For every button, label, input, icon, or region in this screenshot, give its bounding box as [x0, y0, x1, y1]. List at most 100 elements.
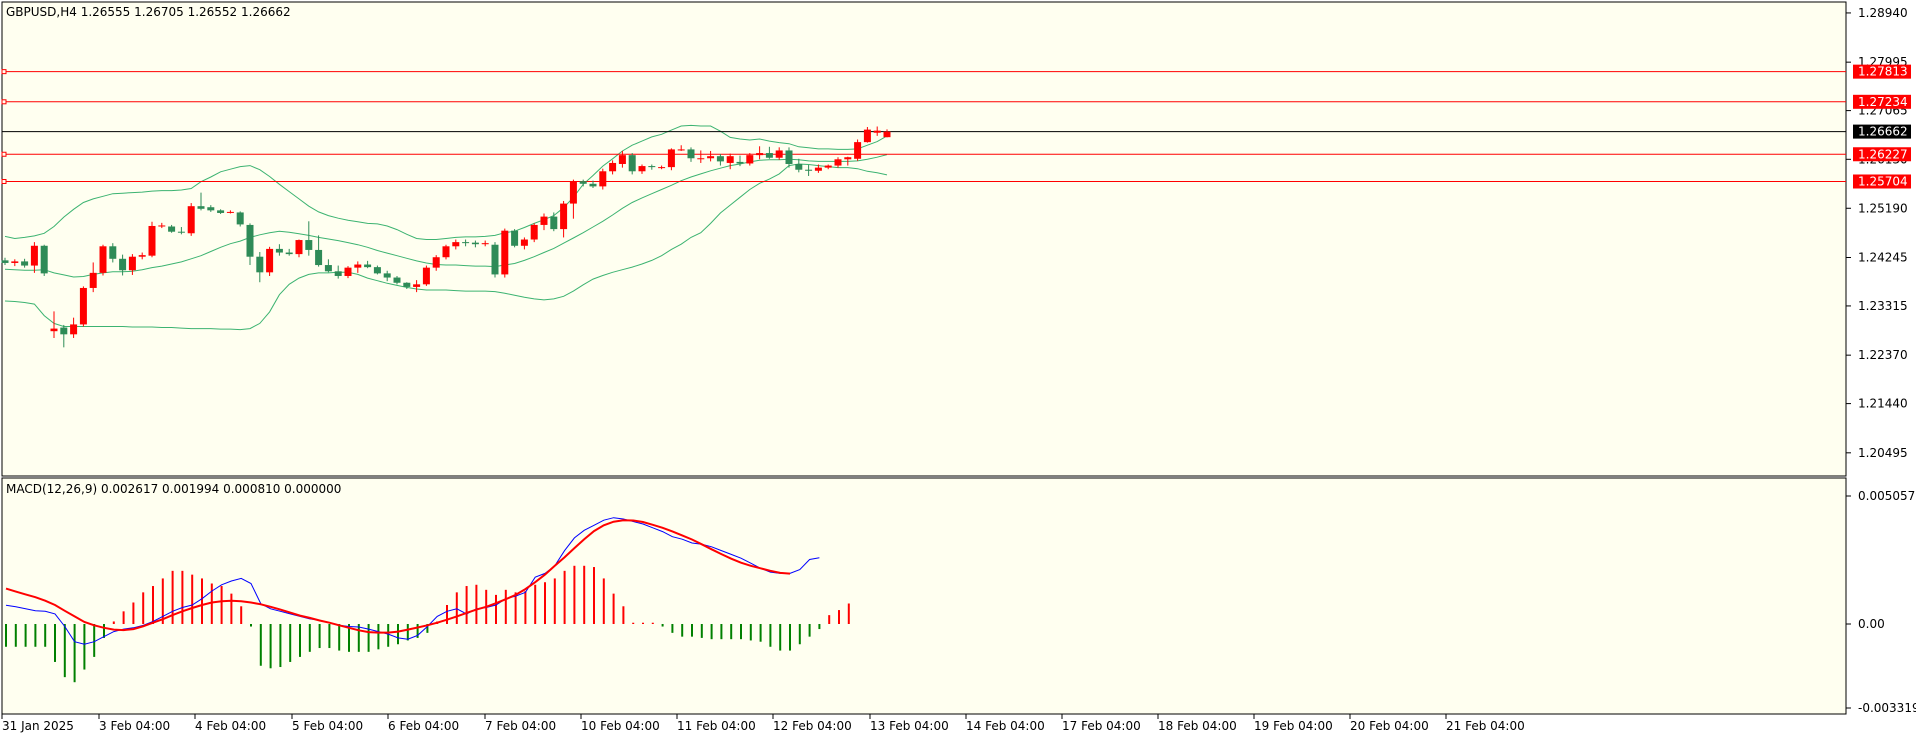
time-axis-label: 3 Feb 04:00 [99, 719, 170, 733]
candle-body [589, 183, 597, 187]
candle-body [432, 257, 440, 268]
price-panel [1, 1, 1847, 477]
candle-body [187, 206, 195, 234]
candle-body [471, 242, 479, 245]
candle-body [40, 245, 48, 274]
candle-body [481, 243, 489, 245]
candle-body [373, 267, 381, 274]
candle-body [658, 167, 666, 169]
time-axis-label: 17 Feb 04:00 [1062, 719, 1141, 733]
current-price-tag [1853, 124, 1911, 139]
candle-body [119, 258, 127, 271]
candle-body [491, 244, 499, 275]
level-price-tag [1853, 94, 1911, 109]
level-price-tag [1853, 64, 1911, 79]
candle-body [383, 273, 391, 278]
time-axis-label: 6 Feb 04:00 [388, 719, 459, 733]
candle-body [285, 252, 293, 255]
candle-body [275, 248, 283, 253]
price-axis-label: 1.20495 [1858, 446, 1908, 460]
candle-body [814, 167, 822, 171]
level-line-handle [1, 178, 7, 184]
candle-body [109, 246, 117, 259]
time-axis-label: 21 Feb 04:00 [1446, 719, 1525, 733]
candle-body [805, 169, 813, 171]
candle-body [501, 230, 509, 275]
candle-body [824, 165, 832, 168]
candle-body [21, 261, 29, 266]
level-price-tag [1853, 174, 1911, 189]
price-axis-label: 1.22370 [1858, 348, 1908, 362]
candle-body [618, 155, 626, 164]
candle-body [854, 142, 862, 159]
candle-body [883, 131, 891, 138]
time-axis-label: 14 Feb 04:00 [966, 719, 1045, 733]
candle-body [765, 153, 773, 158]
candle-body [1, 260, 9, 263]
candle-body [873, 130, 881, 133]
level-line-handle [1, 69, 7, 75]
candle-body [295, 240, 303, 255]
macd-signal-line [5, 519, 791, 634]
candle-body [795, 163, 803, 170]
candle-body [79, 287, 87, 325]
price-axis-label: 1.25190 [1858, 201, 1908, 215]
time-axis-label: 10 Feb 04:00 [581, 719, 660, 733]
time-axis-label: 31 Jan 2025 [2, 719, 74, 733]
candle-body [707, 156, 715, 159]
candle-body [716, 156, 724, 162]
candle-body [334, 271, 342, 276]
candle-body [158, 225, 166, 227]
macd-axis-label: -0.003319 [1858, 701, 1916, 715]
level-price-label: 1.25704 [1858, 174, 1908, 188]
candle-body [256, 256, 264, 273]
macd-layer [5, 517, 850, 683]
candle-body [530, 224, 538, 240]
candle-body [775, 150, 783, 158]
candle-body [520, 239, 528, 246]
candle-body [305, 240, 313, 250]
price-axis-label: 1.23315 [1858, 299, 1908, 313]
candle-body [70, 324, 78, 335]
price-layer [1, 69, 1846, 348]
candle-body [403, 282, 411, 287]
price-axis-label: 1.21440 [1858, 397, 1908, 411]
candle-body [148, 225, 156, 256]
candle-body [246, 224, 254, 257]
price-axis-label: 1.28940 [1858, 6, 1908, 20]
level-price-label: 1.27234 [1858, 95, 1908, 109]
candle-body [226, 211, 234, 213]
candle-body [236, 212, 244, 225]
candle-body [697, 158, 705, 160]
candle-body [89, 272, 97, 288]
candle-body [756, 153, 764, 156]
candle-body [266, 248, 274, 273]
candle-body [560, 203, 568, 230]
candle-body [687, 149, 695, 159]
candle-body [462, 242, 470, 244]
candle-body [511, 230, 519, 246]
candle-body [99, 246, 107, 273]
current-price-label: 1.26662 [1858, 125, 1908, 139]
candle-body [393, 277, 401, 283]
bollinger-upper-line [4, 124, 888, 240]
candle-body [579, 181, 587, 184]
candle-body [609, 162, 617, 172]
time-axis-label: 4 Feb 04:00 [195, 719, 266, 733]
candle-body [422, 267, 430, 285]
candle-body [168, 226, 176, 232]
candle-body [736, 161, 744, 164]
candle-body [785, 150, 793, 164]
candle-body [413, 284, 421, 287]
candle-body [834, 159, 842, 166]
candle-body [452, 242, 460, 247]
candle-body [667, 149, 675, 168]
candle-body [648, 166, 656, 168]
candle-body [354, 264, 362, 268]
candle-body [638, 166, 646, 172]
macd-title: MACD(12,26,9) 0.002617 0.001994 0.000810… [6, 482, 341, 496]
macd-axis-label: 0.005057 [1858, 489, 1915, 503]
level-line-handle [1, 151, 7, 157]
time-axis-label: 5 Feb 04:00 [292, 719, 363, 733]
